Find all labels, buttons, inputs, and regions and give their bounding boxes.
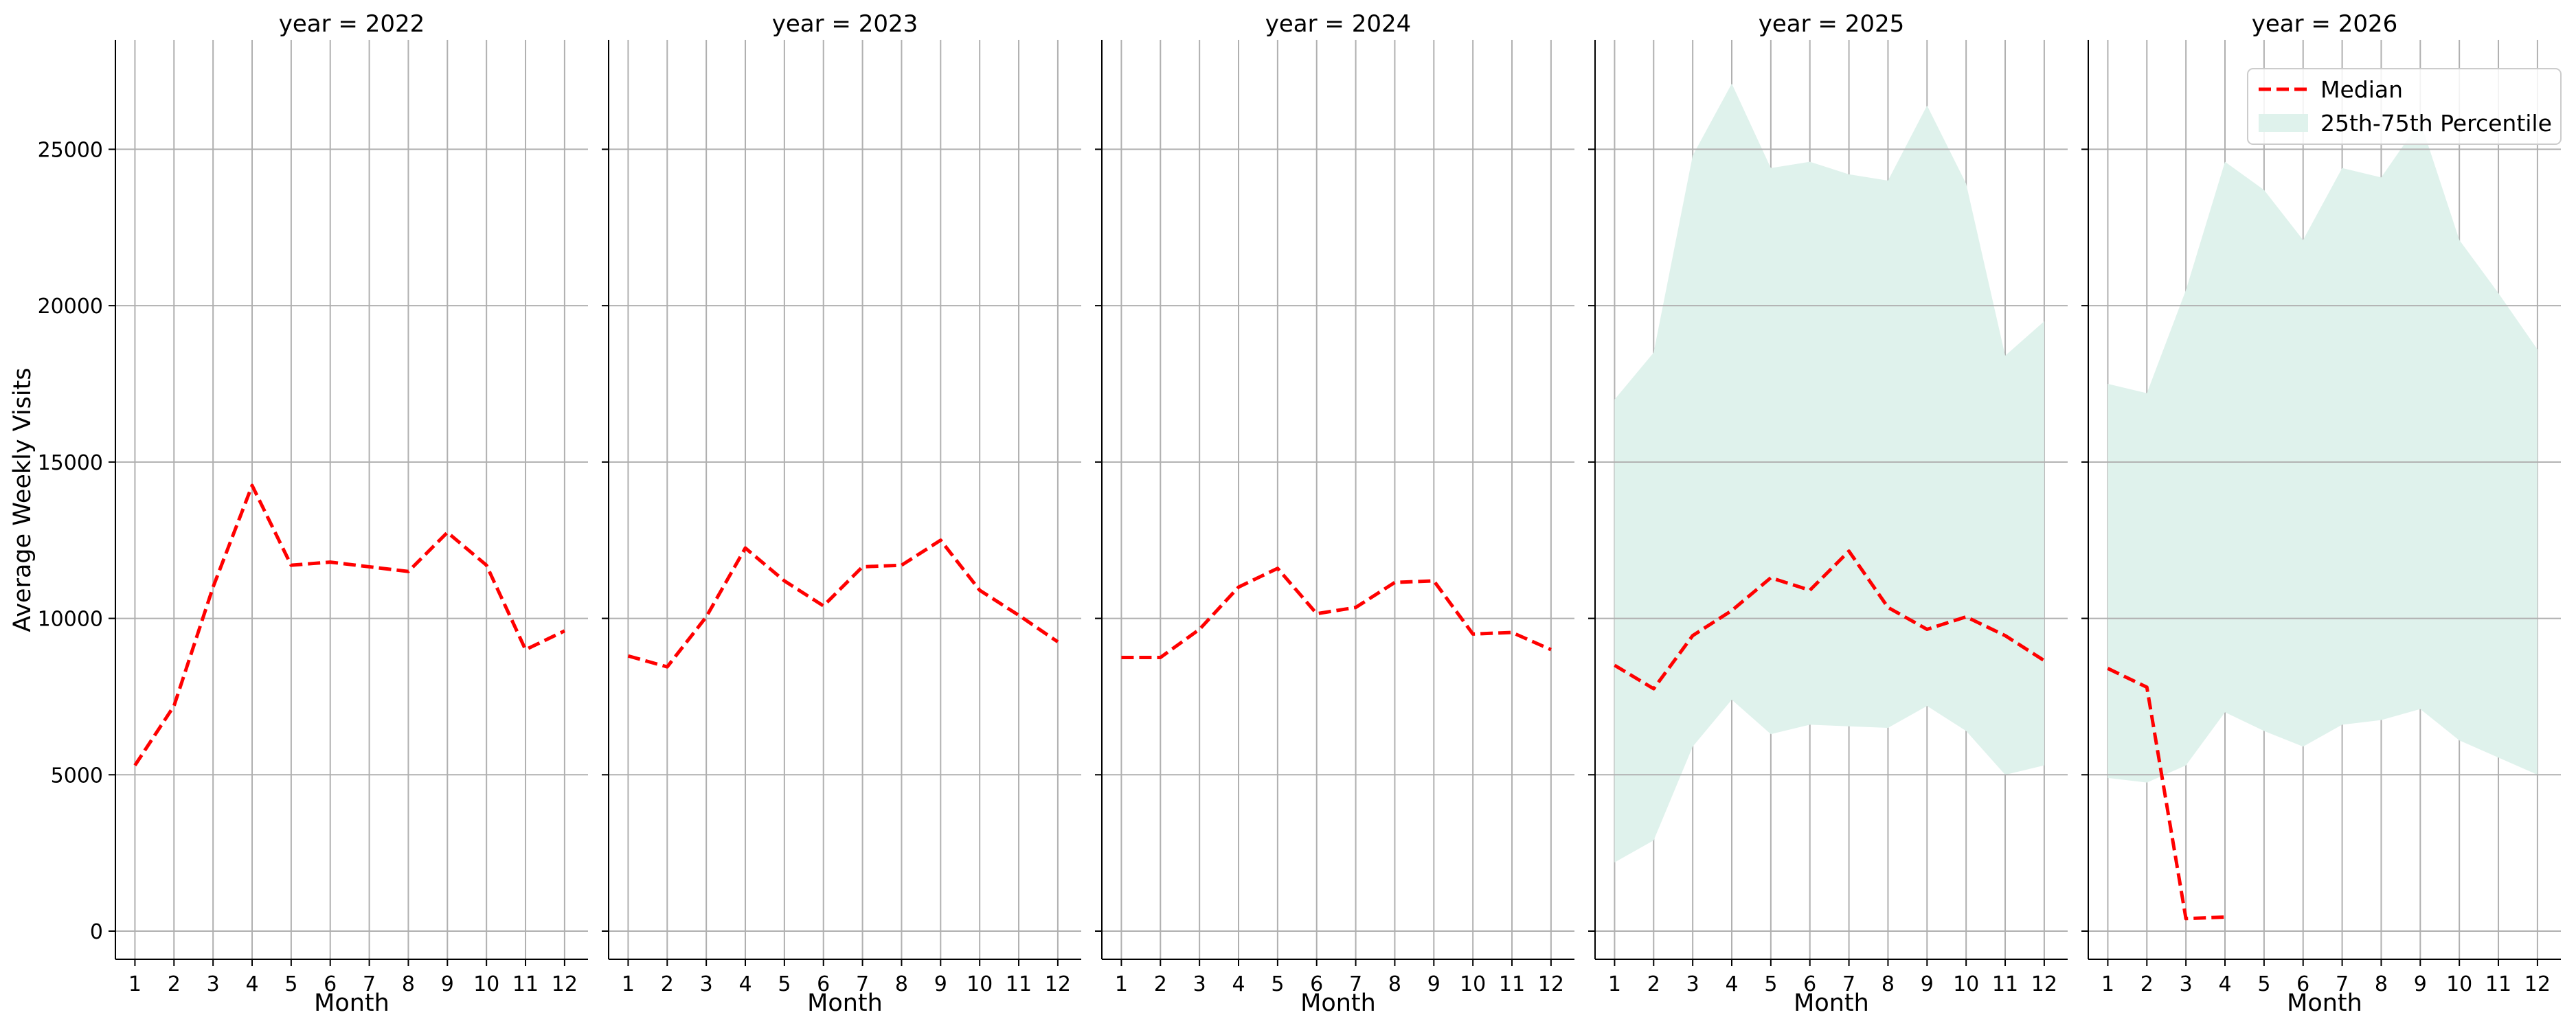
y-axis-label: Average Weekly Visits xyxy=(9,367,36,632)
x-tick-label: 5 xyxy=(1764,972,1777,996)
x-tick-label: 2 xyxy=(1647,972,1660,996)
x-tick-label: 7 xyxy=(856,972,869,996)
median-line xyxy=(2107,667,2226,921)
x-tick-label: 11 xyxy=(512,972,539,996)
percentile-band xyxy=(2108,121,2538,783)
panels-layer: 1 2 3 4 5 6 7 8 9 10 11 120500010000150002000025000… xyxy=(38,10,2561,1017)
x-axis-label: Month xyxy=(807,989,883,1017)
x-tick-label: 11 xyxy=(1992,972,2018,996)
x-tick-label: 2 xyxy=(1154,972,1167,996)
x-tick-label: 3 xyxy=(2180,972,2193,996)
x-axis-label: Month xyxy=(314,989,389,1017)
y-tick-label: 10000 xyxy=(38,608,103,632)
y-tick-label: 25000 xyxy=(38,138,103,162)
x-tick-label: 12 xyxy=(552,972,578,996)
x-tick-label: 3 xyxy=(207,972,220,996)
x-tick-label: 1 xyxy=(1608,972,1621,996)
median-line xyxy=(133,483,565,766)
panel-title: year = 2025 xyxy=(1759,10,1904,38)
x-tick-label: 4 xyxy=(2218,972,2231,996)
panel-title: year = 2024 xyxy=(1265,10,1411,38)
x-tick-label: 4 xyxy=(1725,972,1738,996)
x-tick-label: 11 xyxy=(1006,972,1032,996)
x-tick-label: 10 xyxy=(473,972,499,996)
x-tick-label: 9 xyxy=(441,972,454,996)
y-tick-label: 20000 xyxy=(38,295,103,319)
x-tick-label: 12 xyxy=(1045,972,1071,996)
legend-band-label: 25th-75th Percentile xyxy=(2320,110,2552,137)
x-tick-label: 4 xyxy=(245,972,258,996)
x-tick-label: 8 xyxy=(1882,972,1895,996)
x-tick-label: 5 xyxy=(1271,972,1284,996)
x-axis-label: Month xyxy=(1300,989,1376,1017)
x-tick-label: 7 xyxy=(2336,972,2349,996)
x-tick-label: 2 xyxy=(661,972,674,996)
x-tick-label: 6 xyxy=(2296,972,2309,996)
legend-median-label: Median xyxy=(2320,76,2403,103)
x-tick-label: 6 xyxy=(324,972,337,996)
median-line xyxy=(1121,566,1552,659)
y-tick-label: 5000 xyxy=(51,764,103,788)
x-tick-label: 9 xyxy=(2414,972,2427,996)
x-tick-label: 5 xyxy=(2257,972,2270,996)
median-line xyxy=(627,538,1059,669)
x-tick-label: 10 xyxy=(1460,972,1486,996)
x-tick-label: 7 xyxy=(1842,972,1855,996)
x-tick-label: 4 xyxy=(738,972,752,996)
x-tick-label: 12 xyxy=(1538,972,1564,996)
median-line xyxy=(1614,549,2046,691)
x-tick-label: 1 xyxy=(1115,972,1128,996)
x-tick-label: 12 xyxy=(2031,972,2057,996)
x-axis-label: Month xyxy=(2287,989,2362,1017)
x-tick-label: 4 xyxy=(1232,972,1245,996)
percentile-band xyxy=(1614,83,2044,862)
panel-title: year = 2026 xyxy=(2252,10,2397,38)
x-tick-label: 9 xyxy=(934,972,947,996)
panel-2022: 1 2 3 4 5 6 7 8 9 10 11 120500010000150002000025000… xyxy=(38,10,588,1017)
legend-band-swatch xyxy=(2259,114,2308,132)
x-tick-label: 10 xyxy=(1953,972,1979,996)
x-tick-label: 9 xyxy=(1427,972,1440,996)
panel-title: year = 2023 xyxy=(772,10,918,38)
y-tick-label: 15000 xyxy=(38,451,103,475)
x-tick-label: 2 xyxy=(168,972,181,996)
x-tick-label: 11 xyxy=(2485,972,2511,996)
x-tick-label: 6 xyxy=(1310,972,1323,996)
x-tick-label: 3 xyxy=(1686,972,1699,996)
x-tick-label: 12 xyxy=(2524,972,2551,996)
x-tick-label: 6 xyxy=(1803,972,1816,996)
legend: Median 25th-75th Percentile xyxy=(2247,68,2562,145)
x-tick-label: 11 xyxy=(1499,972,1525,996)
x-tick-label: 1 xyxy=(2101,972,2114,996)
x-tick-label: 9 xyxy=(1921,972,1934,996)
x-tick-label: 7 xyxy=(363,972,376,996)
x-tick-label: 7 xyxy=(1349,972,1362,996)
x-tick-label: 3 xyxy=(1193,972,1206,996)
x-tick-label: 1 xyxy=(128,972,142,996)
x-tick-label: 1 xyxy=(622,972,635,996)
x-tick-label: 5 xyxy=(284,972,297,996)
x-tick-label: 8 xyxy=(895,972,908,996)
legend-frame xyxy=(2247,68,2562,145)
x-tick-label: 2 xyxy=(2140,972,2154,996)
x-axis-label: Month xyxy=(1794,989,1869,1017)
x-tick-label: 5 xyxy=(778,972,791,996)
x-tick-label: 10 xyxy=(2446,972,2472,996)
x-tick-label: 8 xyxy=(402,972,415,996)
panel-title: year = 2022 xyxy=(279,10,425,38)
x-tick-label: 6 xyxy=(817,972,830,996)
x-tick-label: 8 xyxy=(2375,972,2388,996)
x-tick-label: 3 xyxy=(700,972,713,996)
x-tick-label: 10 xyxy=(967,972,993,996)
y-tick-label: 0 xyxy=(90,920,103,944)
x-tick-label: 8 xyxy=(1388,972,1401,996)
